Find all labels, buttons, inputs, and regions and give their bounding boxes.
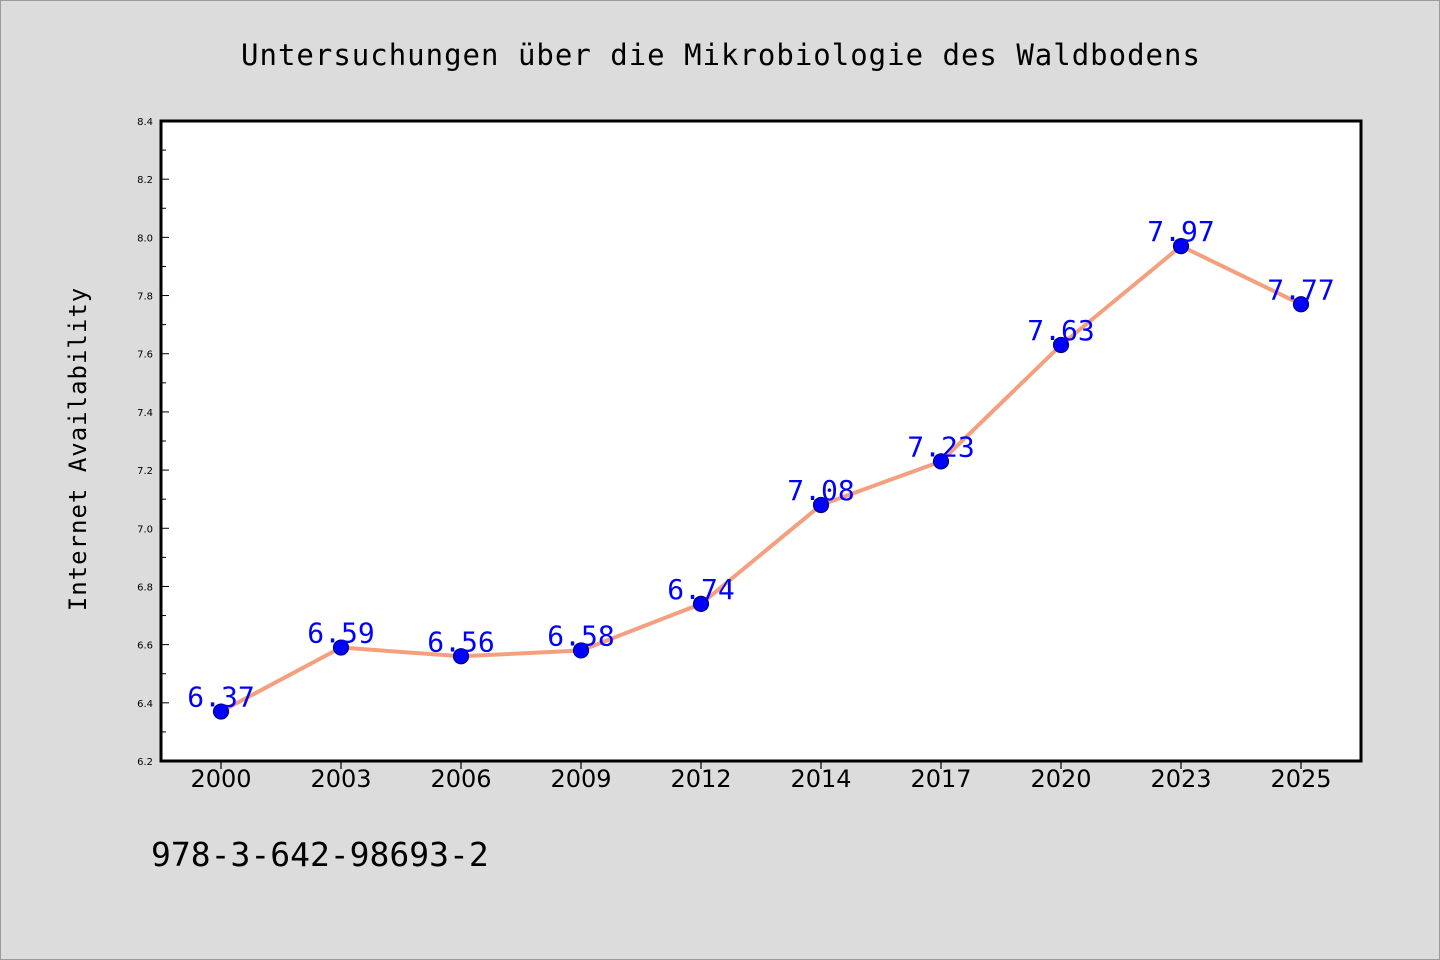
data-point (932, 453, 950, 470)
x-tick-label: 2009 (550, 765, 611, 793)
data-label: 7.63 (1027, 314, 1094, 347)
data-label: 6.58 (547, 619, 614, 652)
x-tick-label: 2020 (1030, 765, 1091, 793)
data-point (1292, 296, 1310, 313)
y-tick-label: 7.0 (137, 524, 153, 535)
data-point (812, 496, 830, 514)
y-tick-label: 6.8 (137, 582, 153, 593)
series-lines (219, 244, 1303, 714)
data-point (1052, 336, 1070, 354)
data-label: 7.08 (787, 474, 854, 507)
data-point (452, 648, 470, 665)
y-tick-label: 7.6 (137, 350, 153, 361)
data-point (212, 703, 230, 720)
data-labels: 6.37 6.59 6.56 6.58 6.74 7.08 7.23 7.63 7.97 7.77 (187, 215, 1334, 713)
data-label: 7.97 (1147, 215, 1214, 248)
y-axis-label: Internet Availability (64, 287, 92, 611)
data-point (332, 639, 350, 656)
y-tick-label: 7.4 (137, 408, 153, 419)
data-label: 6.37 (187, 681, 254, 714)
y-tick-label: 8.2 (137, 175, 153, 186)
x-tick-label: 2014 (790, 765, 851, 793)
y-tick-label: 6.2 (137, 757, 153, 768)
y-tick-label: 7.2 (137, 466, 153, 477)
y-tick-label: 6.4 (137, 699, 153, 710)
data-label: 7.23 (907, 430, 974, 463)
data-point (1172, 237, 1190, 255)
plot-area (159, 119, 1363, 763)
series-markers (212, 237, 1310, 720)
x-tick-label: 2006 (430, 765, 491, 793)
data-label: 6.56 (427, 625, 494, 658)
data-point (572, 642, 590, 659)
y-tick-label: 8.4 (137, 117, 153, 128)
x-tick-label: 2023 (1150, 765, 1211, 793)
data-label: 7.77 (1267, 273, 1334, 306)
chart-title: Untersuchungen über die Mikrobiologie de… (241, 38, 1201, 72)
y-tick-label: 6.6 (137, 641, 153, 652)
data-label: 6.74 (667, 573, 734, 606)
footer-code: 978-3-642-98693-2 (151, 835, 489, 874)
series-line (219, 244, 1303, 714)
x-tick-label: 2003 (310, 765, 371, 793)
x-axis: 2000 2003 2006 2009 2012 2014 2017 2020 2023 2025 (190, 761, 1332, 793)
y-tick-label: 8.0 (137, 233, 153, 244)
x-tick-label: 2012 (670, 765, 731, 793)
y-tick-label: 7.8 (137, 292, 153, 303)
x-tick-label: 2025 (1270, 765, 1331, 793)
y-axis: 6.2 6.4 6.6 6.8 7.0 7.2 7.4 7.6 7.8 8.0 8.2 8.4 (137, 117, 169, 768)
data-point (692, 595, 710, 613)
x-tick-label: 2017 (910, 765, 971, 793)
x-tick-label: 2000 (190, 765, 251, 793)
data-label: 6.59 (307, 617, 374, 650)
